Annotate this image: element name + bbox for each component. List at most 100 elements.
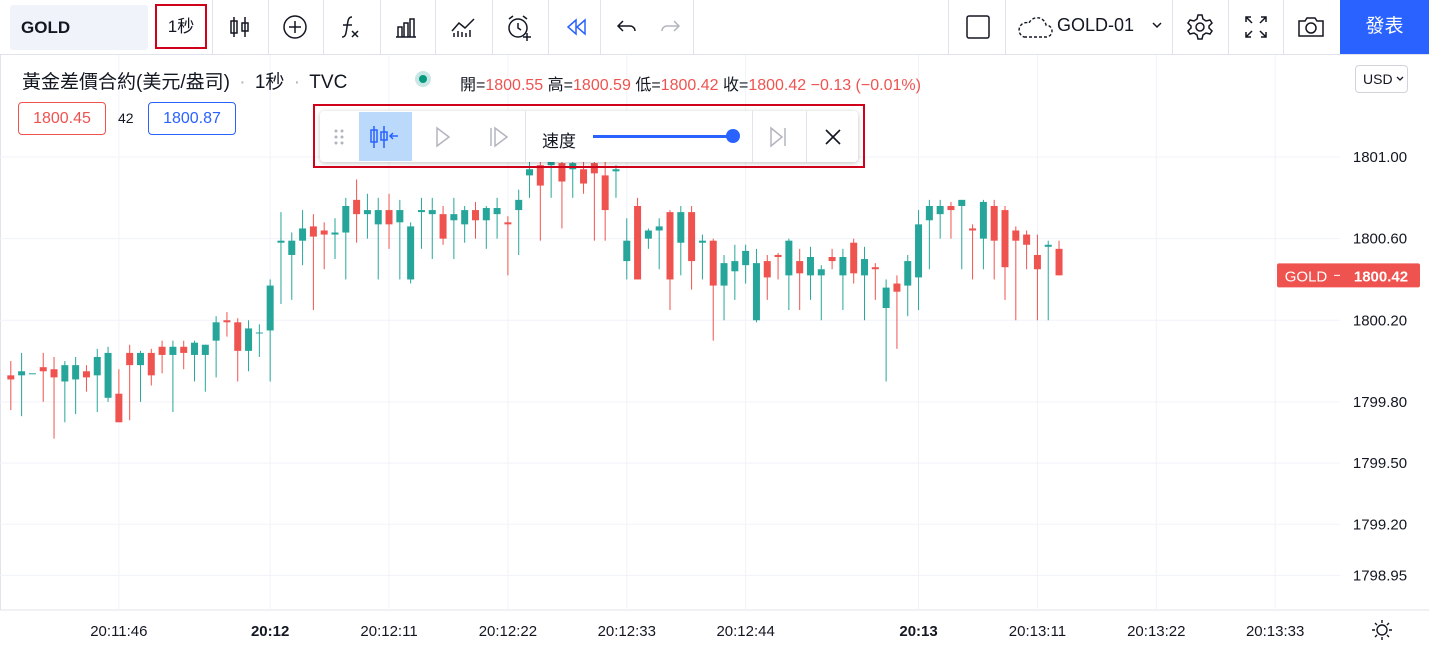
ohlc-label: 開=: [460, 77, 486, 94]
candle-body: [774, 254, 782, 258]
separator: [752, 111, 753, 162]
chart-type-icon[interactable]: [224, 11, 256, 43]
candle-body: [936, 205, 944, 215]
last-price-name: GOLD: [1285, 268, 1328, 285]
y-tick-label: 1799.50: [1353, 455, 1407, 472]
candle-body: [634, 205, 642, 280]
candle-body: [1012, 230, 1020, 241]
candle-body: [1044, 244, 1052, 247]
currency-select[interactable]: USD: [1355, 65, 1408, 93]
candle-body: [50, 369, 58, 378]
ohlc-value: 1800.55: [485, 77, 544, 94]
candle-body: [245, 328, 253, 351]
undo-icon[interactable]: [611, 11, 643, 43]
candle-body: [731, 261, 739, 272]
candle-body: [72, 365, 80, 380]
slider-knob[interactable]: [726, 129, 740, 143]
candle-body: [407, 226, 415, 280]
bid-button[interactable]: 1800.45: [18, 102, 106, 135]
candle-body: [590, 163, 598, 174]
candle-body: [515, 199, 523, 211]
cloud-icon: [1014, 13, 1054, 46]
x-tick-label: 20:12:22: [479, 623, 537, 640]
close-button[interactable]: [823, 127, 843, 147]
x-tick-label: 20:12:33: [598, 623, 656, 640]
candle-body: [720, 263, 728, 286]
separator: [548, 0, 549, 54]
alert-icon[interactable]: [503, 11, 535, 43]
candle-body: [255, 332, 263, 334]
templates-icon[interactable]: [390, 11, 422, 43]
candle-body: [7, 375, 15, 380]
x-tick-label: 20:13:22: [1127, 623, 1185, 640]
snapshot-icon[interactable]: [1295, 11, 1327, 43]
play-button[interactable]: [430, 124, 454, 150]
candle-body: [439, 214, 447, 239]
candle-body: [839, 257, 847, 276]
replay-highlight: 速度: [313, 104, 865, 168]
separator: [693, 0, 694, 54]
candle-body: [180, 346, 188, 353]
compare-icon[interactable]: [279, 11, 311, 43]
spread: 42: [118, 110, 134, 126]
separator: [492, 0, 493, 54]
x-tick-label: 20:12: [251, 623, 289, 640]
candle-body: [915, 224, 923, 278]
candle-body: [526, 169, 534, 176]
candle-body: [93, 356, 101, 376]
separator: [1172, 0, 1173, 54]
separator: [435, 0, 436, 54]
market-status: [415, 71, 431, 87]
replay-icon[interactable]: [560, 11, 592, 43]
select-bar-button[interactable]: [359, 112, 412, 161]
layout-name[interactable]: GOLD-01: [1057, 15, 1135, 35]
candle-body: [299, 228, 307, 241]
layout-icon[interactable]: [962, 11, 994, 43]
y-tick-label: 1800.60: [1353, 231, 1407, 248]
candle-body: [925, 205, 933, 221]
interval-button[interactable]: 1秒: [155, 4, 207, 49]
y-tick-label: 1800.20: [1353, 312, 1407, 329]
currency: USD: [1363, 71, 1393, 87]
last-price-label: [1277, 263, 1420, 288]
candle-body: [536, 165, 544, 186]
candle-body: [385, 210, 393, 225]
strategy-icon[interactable]: [447, 11, 479, 43]
redo-icon[interactable]: [654, 11, 686, 43]
speed-slider[interactable]: [593, 135, 733, 138]
candle-body: [277, 240, 285, 243]
candle-body: [623, 240, 631, 262]
candle-body: [871, 267, 879, 270]
ask-button[interactable]: 1800.87: [148, 102, 236, 135]
indicators-icon[interactable]: [334, 11, 366, 43]
candle-body: [39, 367, 47, 372]
candle-body: [104, 352, 112, 398]
candle-body: [147, 352, 155, 376]
jump-button[interactable]: [766, 124, 790, 150]
publish-button[interactable]: 發表: [1340, 0, 1429, 54]
candle-body: [342, 205, 350, 233]
candle-body: [266, 285, 274, 331]
candle-body: [461, 210, 469, 225]
candle-body: [806, 257, 814, 276]
separator: [806, 111, 807, 162]
dot: ·: [293, 72, 301, 93]
drag-handle: [334, 129, 344, 145]
candle-body: [904, 261, 912, 286]
settings-icon[interactable]: [1184, 11, 1216, 43]
axis-settings[interactable]: [1371, 619, 1393, 641]
candle-body: [374, 210, 382, 225]
forward-button[interactable]: [486, 124, 510, 150]
symbol-search[interactable]: GOLD: [10, 5, 148, 50]
last-price-value: 1800.42: [1354, 268, 1408, 285]
candle-body: [1055, 248, 1063, 276]
separator: [525, 111, 526, 162]
candle-body: [958, 199, 966, 206]
candle-body: [191, 342, 199, 355]
candle-body: [493, 208, 501, 215]
candle-body: [698, 240, 706, 243]
fullscreen-icon[interactable]: [1240, 11, 1272, 43]
candle-body: [796, 261, 804, 274]
candle-body: [817, 269, 825, 276]
